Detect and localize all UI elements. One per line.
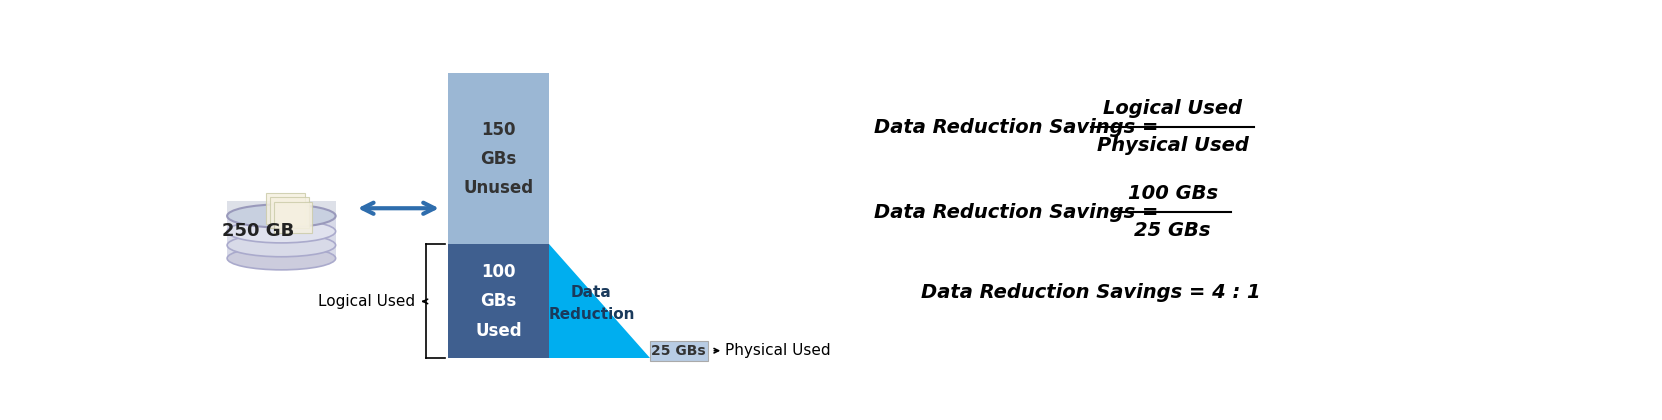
Text: 25 GBs: 25 GBs (652, 344, 706, 358)
Text: Data Reduction Savings =: Data Reduction Savings = (874, 202, 1165, 222)
Text: 150
GBs
Unused: 150 GBs Unused (464, 121, 534, 197)
Text: 25 GBs: 25 GBs (1135, 221, 1212, 240)
Polygon shape (548, 244, 650, 358)
FancyBboxPatch shape (274, 202, 312, 233)
Text: 100
GBs
Used: 100 GBs Used (475, 263, 522, 340)
FancyBboxPatch shape (266, 193, 304, 223)
Text: Logical Used: Logical Used (317, 294, 416, 309)
FancyBboxPatch shape (449, 244, 548, 358)
FancyBboxPatch shape (228, 216, 336, 258)
FancyBboxPatch shape (650, 341, 708, 361)
Text: Data Reduction Savings =: Data Reduction Savings = (874, 118, 1165, 137)
Text: 100 GBs: 100 GBs (1127, 184, 1218, 203)
Ellipse shape (228, 234, 336, 257)
Ellipse shape (228, 247, 336, 270)
Text: 250 GB: 250 GB (223, 222, 294, 240)
Text: Data
Reduction: Data Reduction (548, 285, 635, 322)
FancyBboxPatch shape (269, 197, 309, 228)
Text: Physical Used: Physical Used (1097, 136, 1248, 155)
Ellipse shape (228, 205, 336, 228)
FancyBboxPatch shape (449, 74, 548, 244)
Text: Logical Used: Logical Used (1104, 100, 1242, 118)
Text: Physical Used: Physical Used (725, 343, 831, 358)
FancyBboxPatch shape (228, 200, 336, 258)
Text: Data Reduction Savings = 4 : 1: Data Reduction Savings = 4 : 1 (921, 284, 1260, 302)
Ellipse shape (228, 220, 336, 243)
